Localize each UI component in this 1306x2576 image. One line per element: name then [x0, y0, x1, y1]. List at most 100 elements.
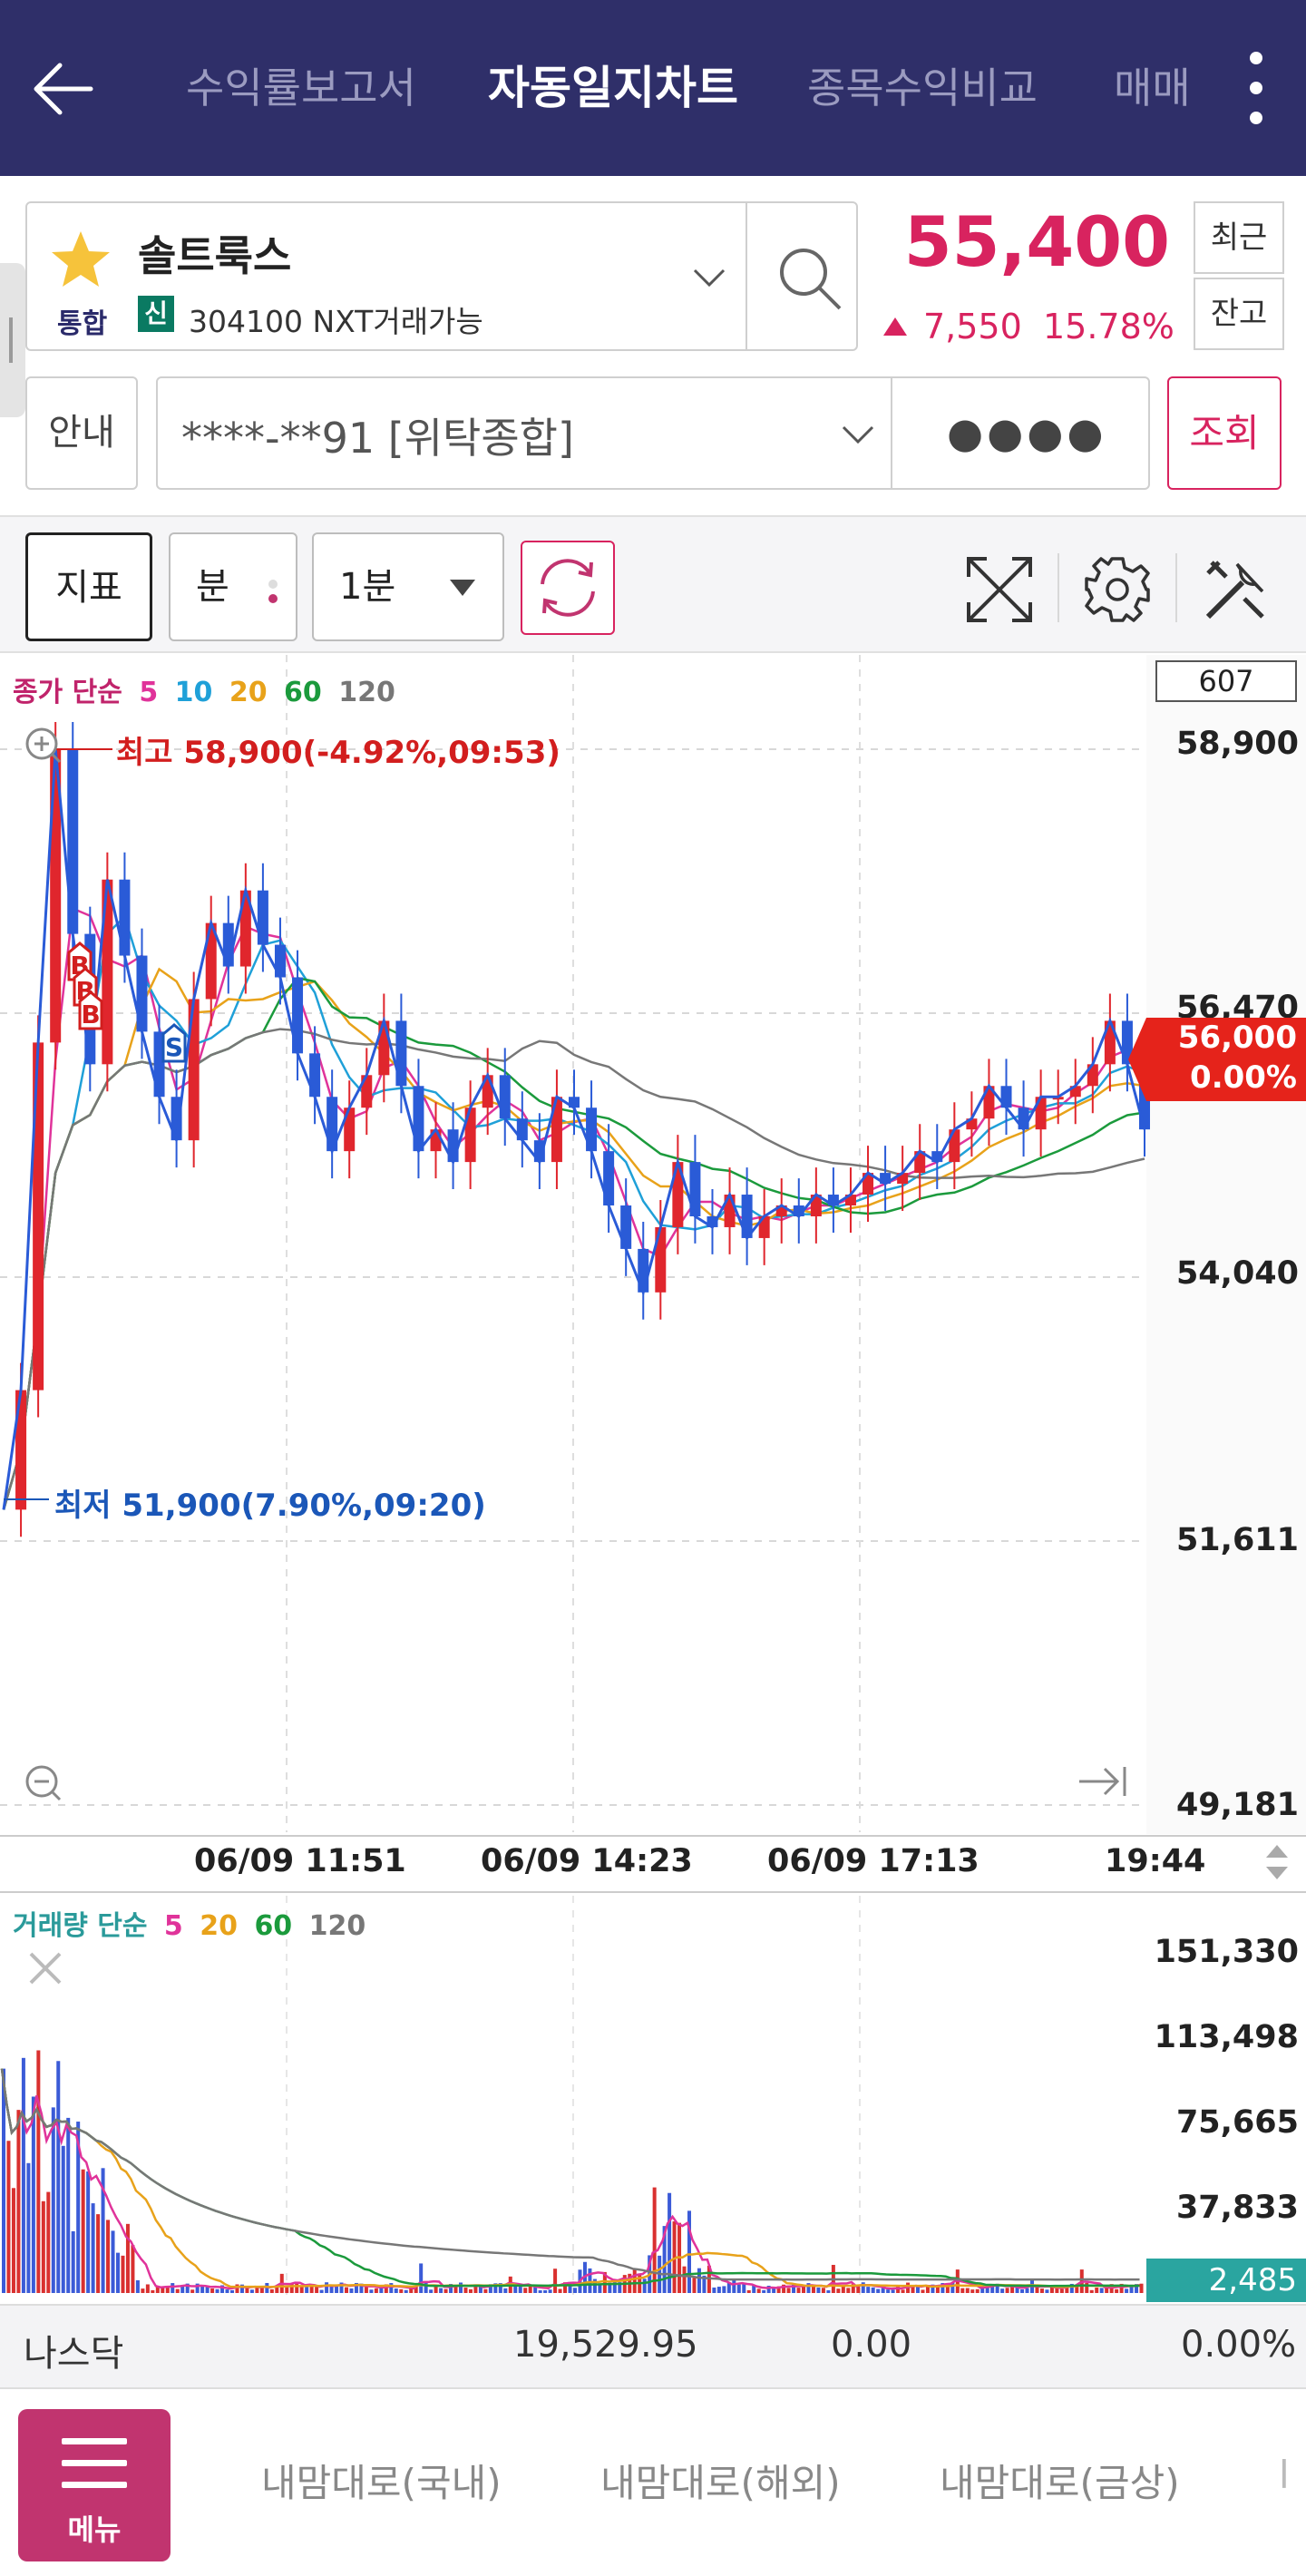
volume-bar — [259, 2287, 264, 2293]
volume-bar — [1069, 2283, 1074, 2293]
tab-return-report[interactable]: 수익률보고서 — [186, 63, 416, 112]
tab-auto-journal-chart[interactable]: 자동일지차트 — [488, 62, 738, 114]
volume-bar — [960, 2288, 965, 2293]
volume-bar — [1010, 2286, 1015, 2293]
volume-bar — [66, 2117, 71, 2293]
volume-bar — [811, 2285, 815, 2293]
volume-bar — [881, 2288, 885, 2293]
volume-bar — [399, 2288, 404, 2293]
volume-bar — [528, 2285, 532, 2293]
expand-icon[interactable] — [963, 553, 1036, 626]
candle-body — [897, 1173, 909, 1185]
volume-bar — [856, 2285, 861, 2293]
candle-body — [292, 977, 304, 1054]
indicator-button[interactable]: 지표 — [25, 532, 152, 641]
tools-icon[interactable] — [1199, 553, 1272, 626]
price-indicator-legend: 종가 단순 5 10 20 60 120 — [13, 669, 403, 709]
volume-bar — [468, 2288, 473, 2293]
volume-bar — [235, 2284, 239, 2293]
search-icon[interactable] — [771, 239, 847, 316]
volume-bar — [239, 2284, 244, 2293]
volume-bar — [26, 2162, 31, 2293]
chart-toolbar: 지표 분 1분 — [0, 515, 1306, 653]
axis-resize-icon[interactable] — [1266, 1845, 1288, 1879]
balance-button[interactable]: 잔고 — [1194, 278, 1284, 350]
volume-bar — [1135, 2284, 1139, 2293]
zoom-out-icon[interactable] — [25, 1765, 62, 1801]
volume-bar — [538, 2290, 542, 2293]
chevron-down-icon[interactable] — [689, 258, 729, 298]
trade-marker-label: B — [81, 1000, 100, 1029]
volume-bar — [111, 2230, 115, 2293]
chevron-down-icon[interactable] — [838, 415, 878, 454]
volume-bar — [911, 2285, 915, 2293]
divider — [746, 203, 747, 349]
candle-count-box[interactable]: 607 — [1155, 660, 1297, 702]
volume-bar — [230, 2289, 234, 2293]
menu-button[interactable]: 메뉴 — [18, 2409, 171, 2561]
volume-bar — [548, 2289, 552, 2293]
stock-selector[interactable]: 솔트룩스 통합 신 304100 NXT거래가능 — [25, 201, 858, 351]
volume-bar — [21, 2057, 25, 2293]
volume-bar — [752, 2285, 756, 2293]
volume-bar — [1105, 2288, 1109, 2293]
last-price: 56,000 — [1177, 1020, 1297, 1056]
side-drawer-handle[interactable] — [0, 263, 25, 417]
quick-tab-futures[interactable]: 내맘대로(금상) — [940, 2461, 1180, 2505]
candle-body — [1069, 1086, 1081, 1098]
unit-button[interactable]: 분 — [169, 532, 297, 641]
volume-bar — [125, 2223, 130, 2293]
candle-body — [361, 1075, 373, 1108]
price-series-line — [2, 748, 1146, 1510]
zoom-in-icon[interactable] — [25, 727, 62, 764]
more-vertical-icon[interactable] — [1243, 50, 1270, 126]
volume-bar — [782, 2284, 786, 2293]
tab-stock-return-compare[interactable]: 종목수익비교 — [807, 63, 1038, 112]
period-label: 1분 — [339, 566, 396, 608]
volume-bar — [891, 2289, 895, 2293]
gear-icon[interactable] — [1081, 553, 1154, 626]
candle-body — [672, 1162, 684, 1227]
candle-body — [102, 879, 113, 1065]
chart-gridlines — [0, 655, 1306, 2295]
quick-tab-more[interactable]: l — [1279, 2453, 1290, 2497]
candle-body — [326, 1097, 338, 1152]
volume-bar — [453, 2285, 458, 2293]
password-field[interactable]: ●●●● — [947, 408, 1107, 457]
info-button[interactable]: 안내 — [25, 376, 138, 490]
volume-bar — [1085, 2282, 1089, 2293]
candle-body — [119, 879, 131, 956]
candle-body — [983, 1086, 995, 1119]
price-tick: 54,040 — [1175, 1255, 1299, 1292]
volume-bar — [806, 2283, 811, 2293]
refresh-button[interactable] — [521, 541, 615, 635]
quick-tab-domestic[interactable]: 내맘대로(국내) — [261, 2461, 502, 2505]
recent-button[interactable]: 최근 — [1194, 201, 1284, 274]
period-select[interactable]: 1분 — [312, 532, 504, 641]
arrow-left-icon[interactable] — [27, 53, 100, 125]
tab-trade[interactable]: 매매 — [1114, 63, 1191, 112]
account-selector[interactable]: ****-**91 [위탁종합] ●●●● — [156, 376, 1150, 490]
candle-body — [464, 1107, 476, 1163]
volume-bar — [642, 2278, 647, 2293]
scroll-to-end-icon[interactable] — [1079, 1767, 1126, 1796]
volume-bar — [598, 2283, 602, 2293]
index-ticker-bar[interactable]: 나스닥 19,529.95 0.00 0.00% — [0, 2304, 1306, 2387]
volume-bar — [1000, 2288, 1005, 2293]
star-icon[interactable] — [49, 229, 112, 292]
volume-bar — [1119, 2283, 1124, 2293]
close-indicator-icon[interactable] — [29, 1952, 62, 1985]
quick-tab-overseas[interactable]: 내맘대로(해외) — [600, 2461, 841, 2505]
volume-bar — [543, 2290, 548, 2293]
candle-body — [793, 1205, 804, 1216]
volume-bar — [180, 2285, 185, 2293]
volume-bars — [0, 2050, 1144, 2293]
legend-ma60: 60 — [284, 677, 322, 708]
query-button[interactable]: 조회 — [1167, 376, 1282, 490]
volume-bar — [826, 2290, 831, 2293]
volume-bar — [692, 2278, 697, 2293]
trade-marker-shape — [78, 990, 103, 1030]
volume-bar — [483, 2288, 488, 2293]
volume-bar — [1049, 2287, 1054, 2293]
